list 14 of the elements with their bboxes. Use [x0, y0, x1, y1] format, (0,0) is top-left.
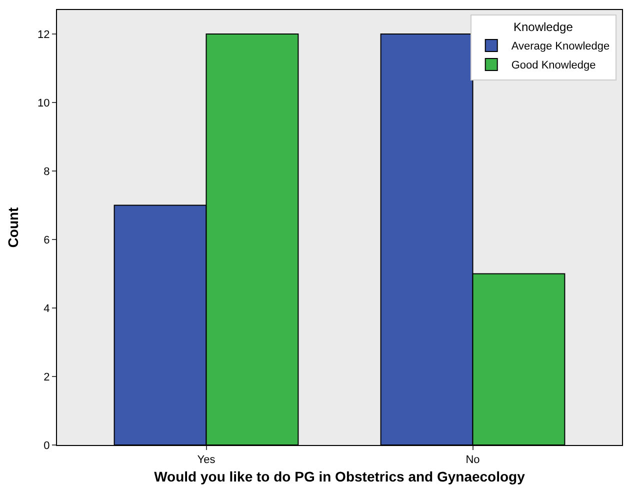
y-tick-label: 0 [44, 440, 50, 452]
x-axis-title: Would you like to do PG in Obstetrics and Gynaecology [154, 468, 526, 484]
legend-label: Good Knowledge [511, 60, 596, 72]
legend-label: Average Knowledge [511, 40, 610, 53]
y-tick-label: 12 [38, 28, 50, 41]
x-tick-label: Yes [197, 454, 216, 466]
y-tick-label: 8 [44, 166, 50, 178]
y-axis-title: Count [5, 206, 22, 248]
x-tick-label: No [466, 454, 480, 466]
y-tick-label: 10 [38, 97, 50, 110]
legend-title: Knowledge [513, 20, 574, 34]
y-tick-label: 6 [44, 234, 50, 246]
y-tick-label: 4 [44, 302, 50, 315]
y-tick-label: 2 [44, 371, 50, 384]
